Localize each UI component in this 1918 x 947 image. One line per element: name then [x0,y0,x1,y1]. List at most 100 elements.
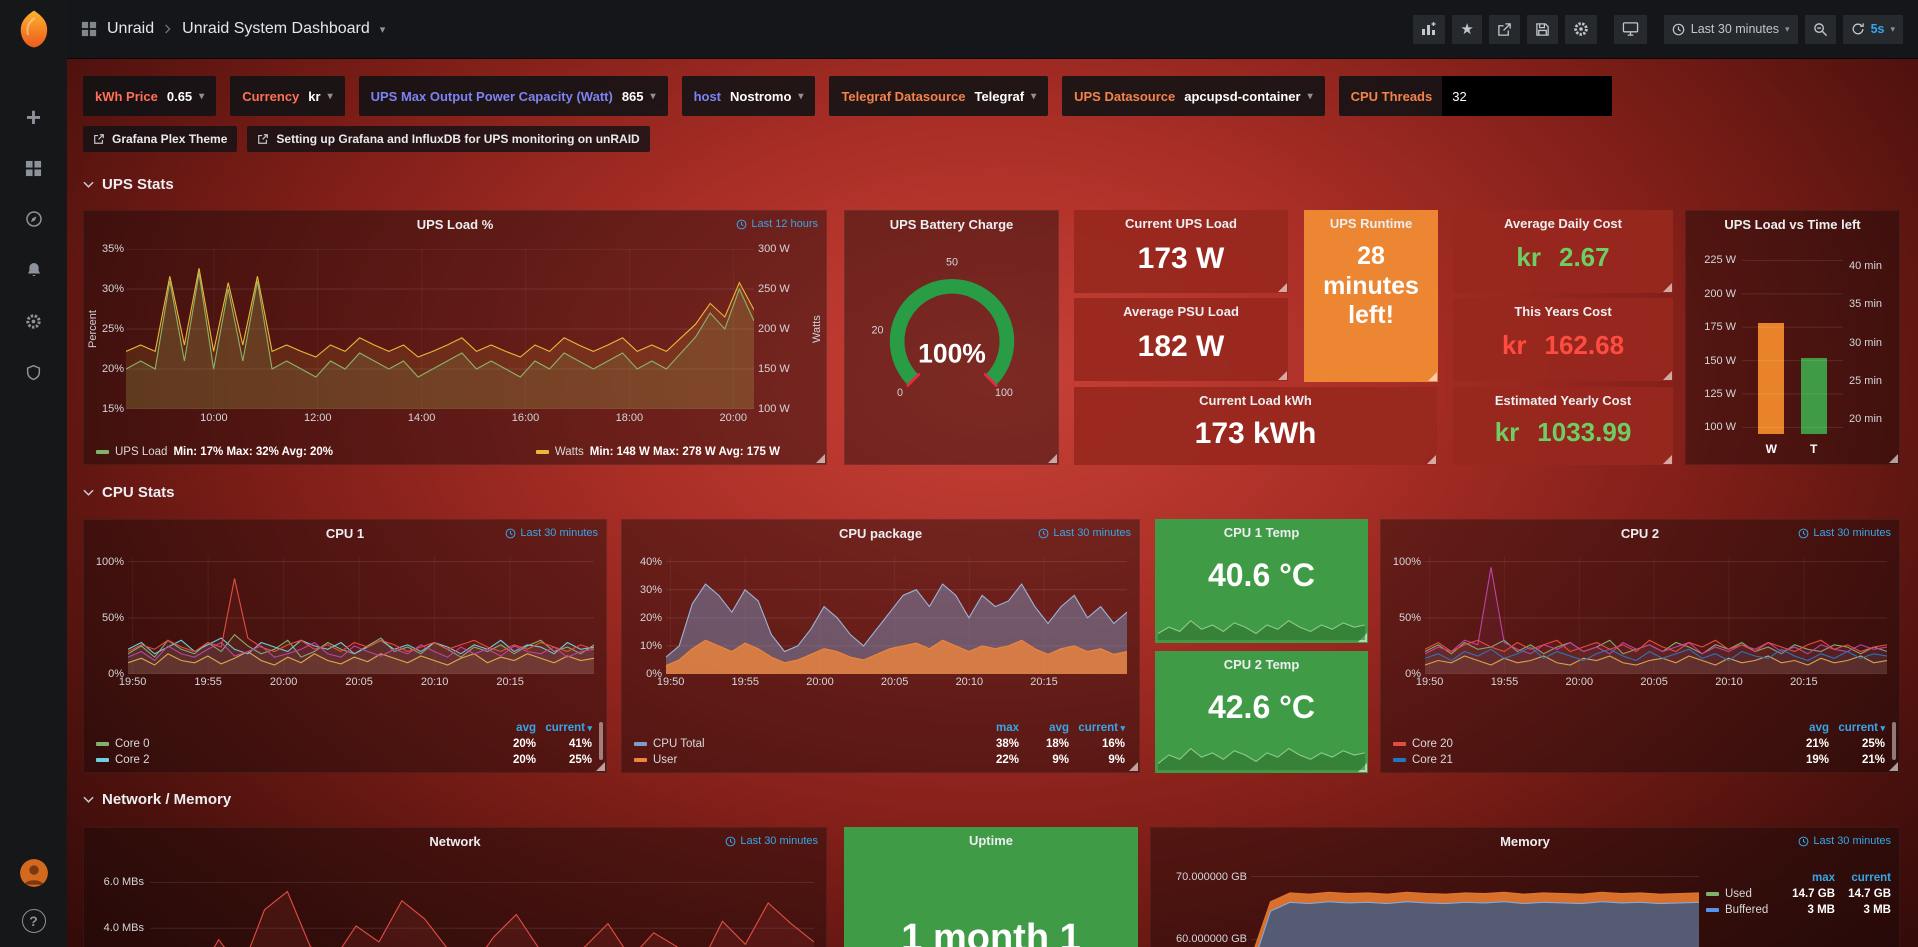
variable-host[interactable]: host Nostromo ▾ [681,76,816,116]
panel-title[interactable]: CPU package [838,526,923,541]
variable-ups-datasource[interactable]: UPS Datasource apcupsd-container ▾ [1062,76,1325,116]
axis-tick: 19:50 [1415,676,1444,688]
panel-title[interactable]: Memory [1500,834,1550,849]
panel-time-range[interactable]: Last 30 minutes [1798,835,1891,847]
dashboard-title[interactable]: Unraid System Dashboard [182,20,370,37]
axis-tick: 50% [101,611,124,624]
axis-tick: 35 min [1849,298,1883,311]
network-chart[interactable] [150,864,814,947]
memory-chart[interactable] [1251,864,1699,947]
section-title: UPS Stats [102,176,174,193]
legend-scrollbar[interactable] [1892,722,1896,760]
user-avatar[interactable] [19,859,48,887]
series-toggle[interactable]: User [634,754,969,766]
panel-title[interactable]: Estimated Yearly Cost [1494,393,1632,408]
legend-header[interactable]: avg [516,722,536,734]
variable-ups-max-output[interactable]: UPS Max Output Power Capacity (Watt) 865… [358,76,668,116]
panel-time-range[interactable]: Last 30 minutes [725,835,818,847]
refresh-button[interactable]: 5s ▾ [1841,13,1904,45]
panel-title[interactable]: CPU 2 Temp [1223,657,1300,672]
cpu2-chart[interactable] [1425,556,1887,674]
series-toggle[interactable]: Watts [554,446,584,458]
help-icon[interactable]: ? [21,909,46,933]
cpu-threads-input[interactable] [1442,76,1613,116]
panel-title[interactable]: This Years Cost [1514,304,1612,319]
series-toggle[interactable]: Core 21 [1393,754,1773,766]
variable-kwh-price[interactable]: kWh Price 0.65 ▾ [83,76,217,116]
alerting-bell-icon[interactable] [22,258,46,282]
time-range-picker[interactable]: Last 30 minutes ▾ [1662,13,1799,45]
legend-scrollbar[interactable] [599,722,603,760]
series-marker [96,450,109,454]
legend-header[interactable]: avg [1049,722,1069,734]
panel-title[interactable]: UPS Battery Charge [889,217,1014,232]
add-panel-button[interactable] [1412,13,1447,45]
panel-time-range[interactable]: Last 30 minutes [505,527,598,539]
grafana-logo-icon[interactable] [13,8,55,50]
panel-title[interactable]: Current UPS Load [1125,216,1237,231]
variable-currency[interactable]: Currency kr ▾ [230,76,345,116]
cpu-package-chart[interactable] [666,556,1127,674]
panel-title[interactable]: UPS Runtime [1329,216,1413,231]
panel-title[interactable]: Average PSU Load [1123,304,1239,319]
ups-load-chart[interactable] [126,249,754,409]
section-network-memory[interactable]: Network / Memory [83,791,231,808]
explore-compass-icon[interactable] [22,207,46,231]
panel-title[interactable]: CPU 2 [1620,526,1660,541]
panel-title[interactable]: Network [429,834,481,849]
section-ups-stats[interactable]: UPS Stats [83,176,174,193]
panel-title[interactable]: CPU 1 [325,526,365,541]
series-toggle[interactable]: Core 0 [96,738,480,750]
panel-time-range[interactable]: Last 12 hours [736,218,818,230]
series-toggle[interactable]: Core 20 [1393,738,1773,750]
variable-value: 865 [621,88,644,104]
breadcrumb-folder[interactable]: Unraid [107,20,155,37]
series-toggle[interactable]: CPU Total [634,738,969,750]
panel-title[interactable]: UPS Load vs Time left [1724,217,1861,232]
link-ups-monitoring-guide[interactable]: Setting up Grafana and InfluxDB for UPS … [247,126,650,152]
cycle-view-button[interactable] [1612,13,1648,45]
cpu1-chart[interactable] [128,556,594,674]
panel-time-range[interactable]: Last 30 minutes [1038,527,1131,539]
panel-title[interactable]: CPU 1 Temp [1223,525,1300,540]
panel-title[interactable]: Current Load kWh [1199,393,1312,408]
configuration-gear-icon[interactable] [22,309,46,333]
link-grafana-plex-theme[interactable]: Grafana Plex Theme [83,126,238,152]
variable-label: Currency [242,88,300,104]
y-axis-left: 100% 50% 0% [92,556,124,680]
legend-header[interactable]: current [1851,872,1891,884]
series-toggle[interactable]: UPS Load [115,446,168,458]
panel-title[interactable]: UPS Load % [416,217,494,232]
axis-tick: 70.000000 GB [1176,870,1247,883]
panel-title[interactable]: Uptime [968,833,1014,848]
section-cpu-stats[interactable]: CPU Stats [83,484,175,501]
variable-telegraf-datasource[interactable]: Telegraf Datasource Telegraf ▾ [829,76,1049,116]
dashboards-grid-icon[interactable] [22,156,46,180]
legend-header[interactable]: current [1829,722,1885,734]
legend-header[interactable]: current [1069,722,1125,734]
admin-shield-icon[interactable] [22,360,46,384]
series-marker [1393,758,1406,762]
top-navbar: Unraid Unraid System Dashboard ▾ ★ [67,0,1918,59]
create-plus-icon[interactable]: + [25,101,42,132]
legend-header[interactable]: max [1811,872,1835,884]
dashboard-settings-button[interactable] [1563,13,1598,45]
legend-header[interactable]: current [536,722,592,734]
star-button[interactable]: ★ [1451,13,1483,45]
legend-value: 22% [995,754,1019,766]
legend-header[interactable]: max [995,722,1019,734]
panel-title[interactable]: Average Daily Cost [1503,216,1622,231]
apps-grid-icon[interactable] [81,21,97,37]
axis-tick: 125 W [1704,387,1736,400]
legend-value: 25% [568,754,592,766]
save-button[interactable] [1525,13,1559,45]
legend-item: UPS Load Min: 17% Max: 32% Avg: 20% [96,446,333,458]
series-toggle[interactable]: Buffered [1706,904,1779,916]
panel-time-range[interactable]: Last 30 minutes [1798,527,1891,539]
share-button[interactable] [1487,13,1521,45]
series-toggle[interactable]: Used [1706,888,1779,900]
chevron-down-icon[interactable]: ▾ [379,23,386,36]
series-toggle[interactable]: Core 2 [96,754,480,766]
zoom-out-button[interactable] [1803,13,1837,45]
legend-header[interactable]: avg [1809,722,1829,734]
